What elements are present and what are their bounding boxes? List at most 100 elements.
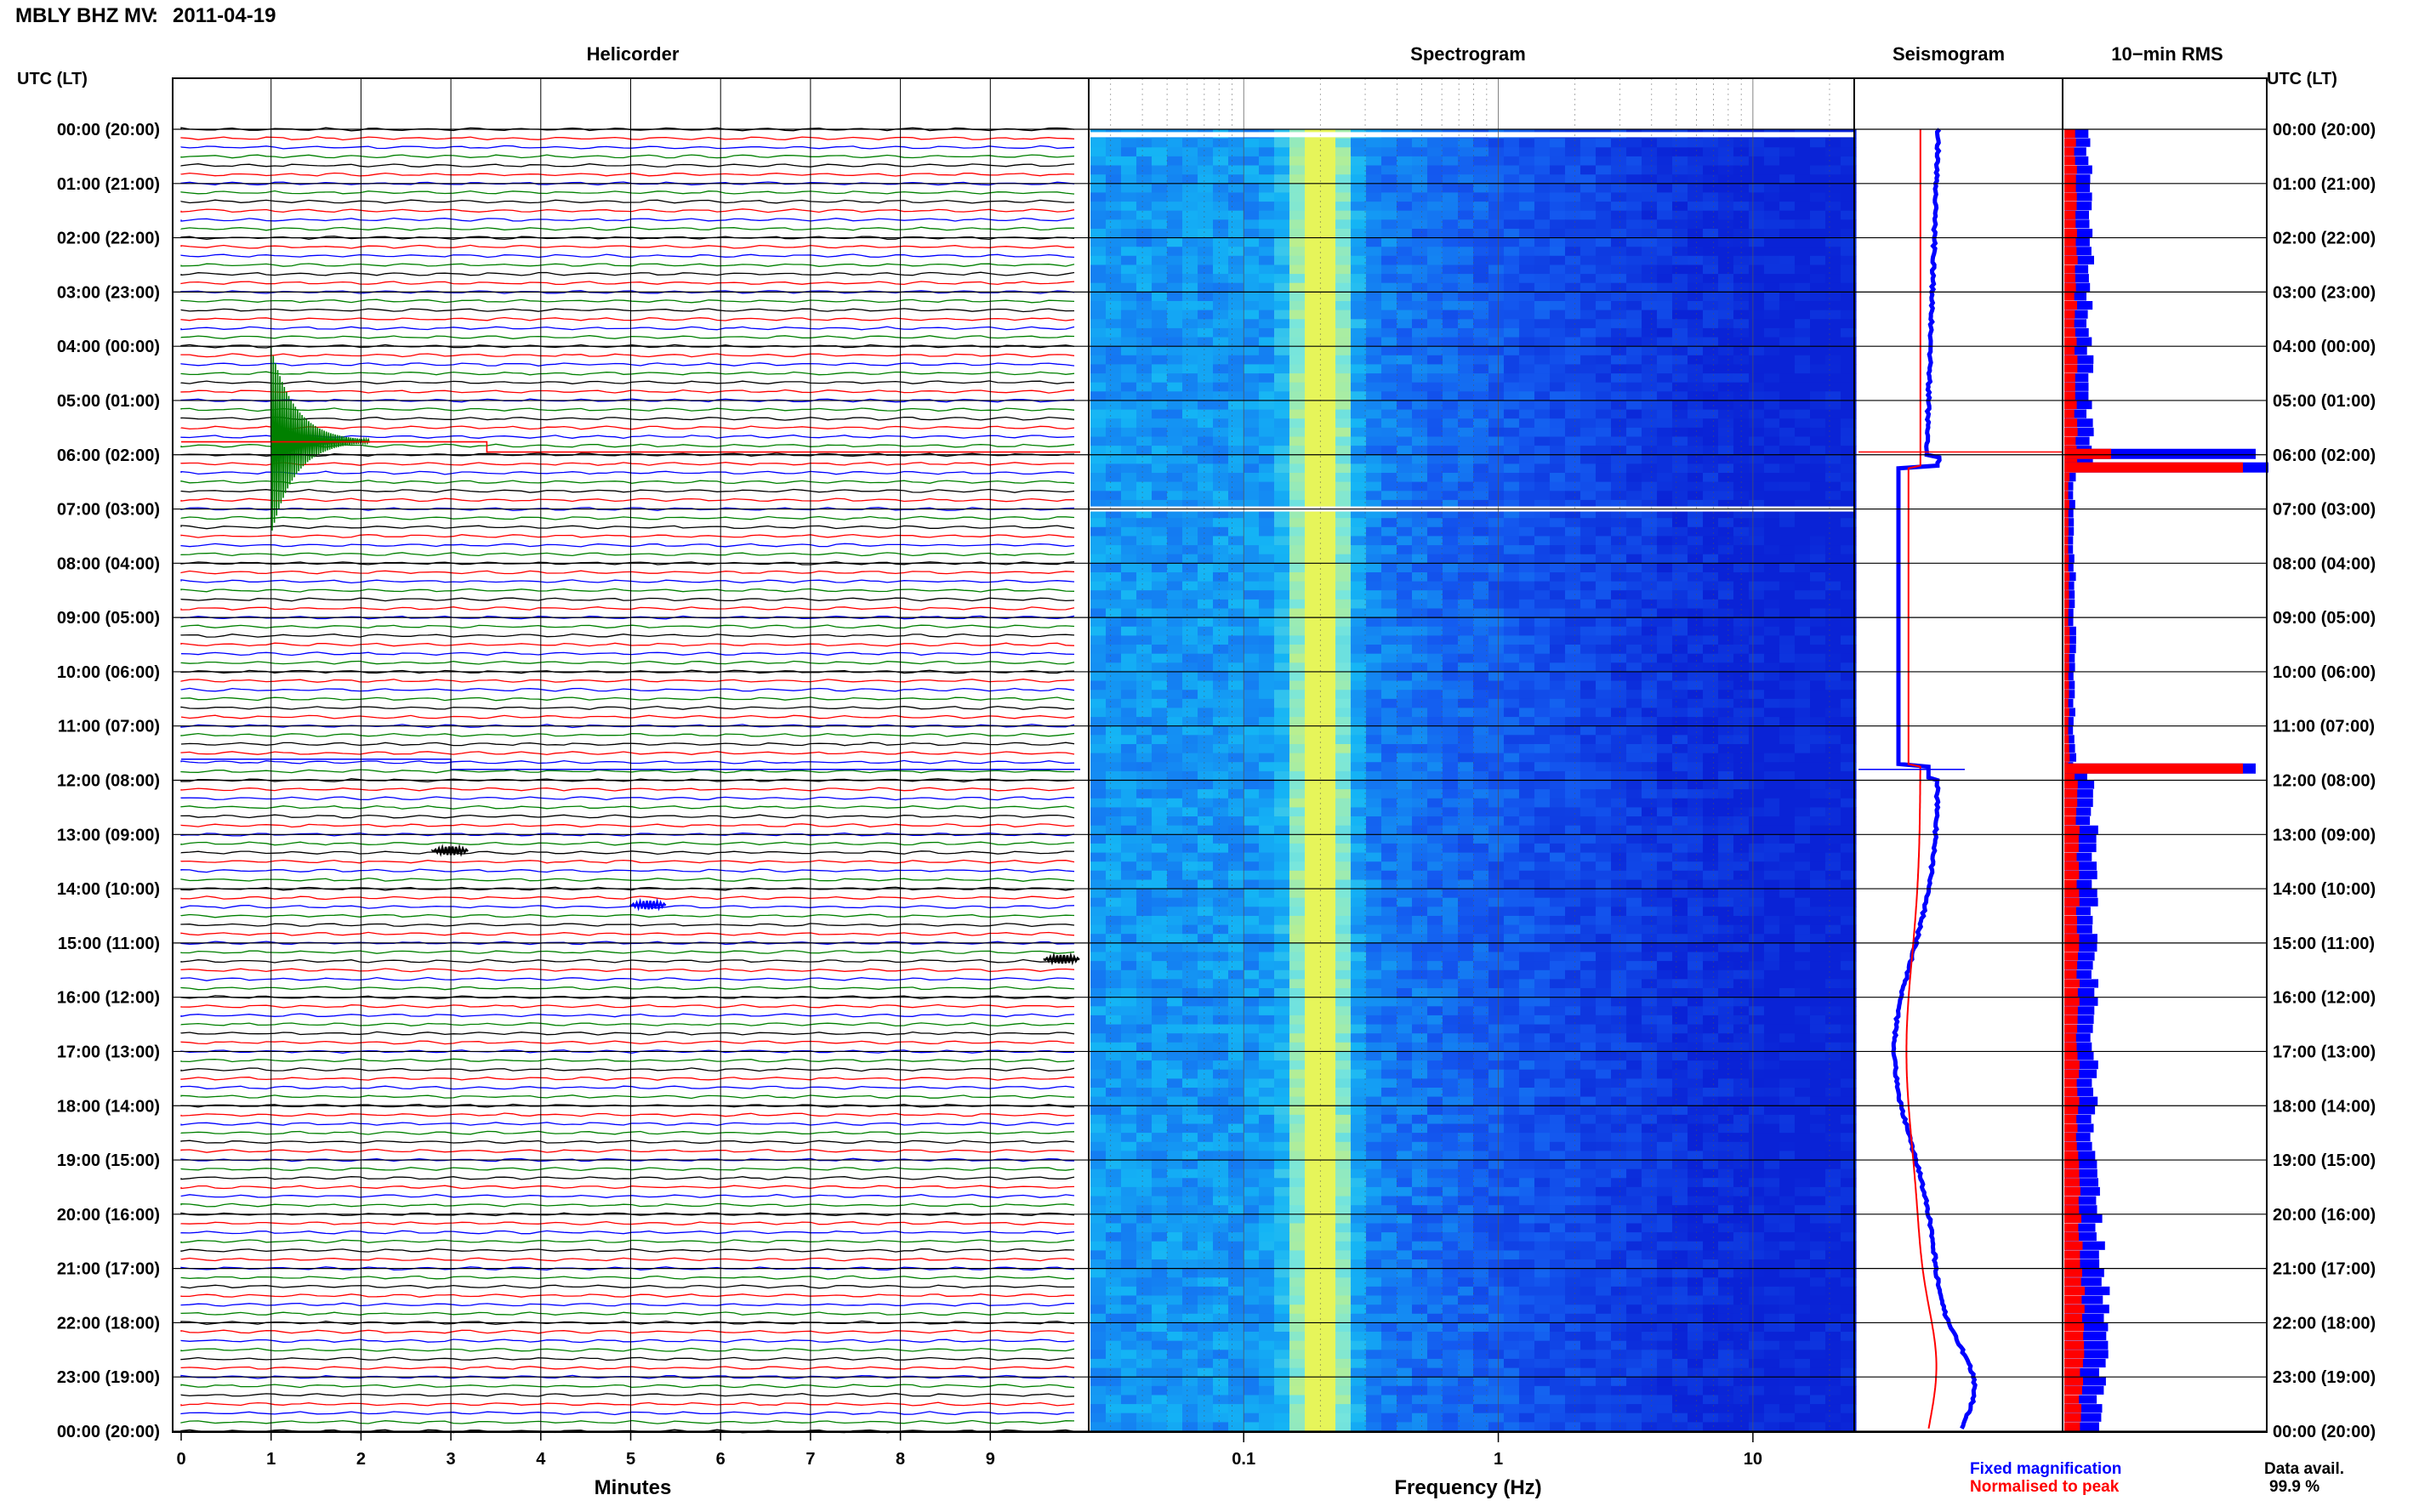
spectrogram-cell (1412, 698, 1428, 709)
spectrogram-cell (1611, 156, 1627, 167)
spectrogram-cell (1810, 671, 1826, 682)
spectrogram-cell (1795, 988, 1811, 998)
spectrogram-cell (1626, 282, 1642, 293)
spectrogram-cell (1841, 473, 1857, 483)
spectrogram-cell (1565, 581, 1581, 591)
spectrogram-cell (1305, 436, 1321, 446)
spectrogram-cell (1488, 708, 1505, 718)
spectrogram-cell (1596, 725, 1612, 736)
spectrogram-cell (1596, 653, 1612, 663)
spectrogram-cell (1152, 526, 1168, 537)
spectrogram-cell (1841, 310, 1857, 320)
spectrogram-cell (1488, 934, 1505, 944)
spectrogram-cell (1718, 481, 1734, 492)
spectrogram-cell (1443, 147, 1459, 157)
spectrogram-cell (1657, 816, 1673, 827)
spectrogram-cell (1182, 988, 1198, 998)
spectrogram-cell (1841, 192, 1857, 202)
spectrogram-cell (1565, 1015, 1581, 1026)
spectrogram-cell (1672, 319, 1688, 329)
spectrogram-cell (1825, 237, 1841, 247)
spectrogram-cell (1718, 924, 1734, 935)
spectrogram-cell (1779, 192, 1796, 202)
spectrogram-cell (1642, 645, 1658, 655)
spectrogram-cell (1688, 454, 1704, 465)
spectrogram-cell (1703, 319, 1719, 329)
spectrogram-cell (1458, 454, 1474, 465)
spectrogram-cell (1289, 364, 1306, 374)
spectrogram-cell (1550, 916, 1566, 926)
spectrogram-cell (1795, 907, 1811, 917)
spectrogram-cell (1749, 545, 1765, 555)
spectrogram-cell (1106, 247, 1122, 257)
spectrogram-cell (1718, 780, 1734, 790)
spectrogram-cell (1136, 401, 1153, 411)
spectrogram-cell (1749, 789, 1765, 799)
spectrogram-cell (1672, 401, 1688, 411)
spectrogram-cell (1244, 969, 1260, 981)
spectrogram-cell (1810, 255, 1826, 266)
spectrogram-cell (1733, 969, 1750, 981)
spectrogram-cell (1274, 1015, 1290, 1026)
spectrogram-cell (1274, 1024, 1290, 1034)
spectrogram-cell (1167, 626, 1183, 637)
spectrogram-cell (1626, 237, 1642, 247)
spectrogram-cell (1397, 391, 1413, 401)
spectrogram-cell (1795, 518, 1811, 528)
spectrogram-cell (1688, 436, 1704, 446)
spectrogram-cell (1565, 418, 1581, 429)
spectrogram-cell (1565, 708, 1581, 718)
spectrogram-cell (1504, 147, 1520, 157)
spectrogram-cell (1351, 907, 1367, 917)
spectrogram-cell (1213, 255, 1229, 266)
spectrogram-cell (1488, 1024, 1505, 1034)
spectrogram-cell (1381, 816, 1397, 827)
spectrogram-cell (1779, 879, 1796, 890)
spectrogram-cell (1626, 264, 1642, 275)
spectrogram-cell (1550, 988, 1566, 998)
spectrogram-cell (1228, 536, 1244, 546)
spectrogram-cell (1167, 708, 1183, 718)
spectrogram-cell (1228, 717, 1244, 727)
spectrogram-cell (1167, 662, 1183, 673)
spectrogram-cell (1106, 264, 1122, 275)
spectrogram-cell (1320, 581, 1336, 591)
spectrogram-cell (1642, 969, 1658, 981)
spectrogram-cell (1550, 463, 1566, 474)
spectrogram-cell (1366, 174, 1382, 185)
spectrogram-cell (1718, 590, 1734, 600)
spectrogram-cell (1733, 292, 1750, 302)
spectrogram-cell (1397, 1015, 1413, 1026)
spectrogram-cell (1152, 680, 1168, 691)
spectrogram-cell (1488, 192, 1505, 202)
spectrogram-cell (1550, 924, 1566, 935)
spectrogram-cell (1412, 463, 1428, 474)
spectrogram-cell (1121, 997, 1137, 1007)
spectrogram-cell (1841, 229, 1857, 239)
spectrogram-cell (1335, 229, 1352, 239)
spectrogram-cell (1519, 301, 1535, 311)
spectrogram-cell (1458, 418, 1474, 429)
spectrogram-cell (1259, 327, 1275, 338)
spectrogram-cell (1473, 897, 1489, 907)
spectrogram-cell (1136, 409, 1153, 419)
spectrogram-cell (1733, 418, 1750, 429)
spectrogram-cell (1198, 870, 1214, 881)
spectrogram-cell (1167, 310, 1183, 320)
spectrogram-cell (1335, 952, 1352, 962)
spectrogram-cell (1182, 680, 1198, 691)
spectrogram-cell (1335, 536, 1352, 546)
spectrogram-cell (1427, 635, 1443, 645)
spectrogram-cell (1198, 518, 1214, 528)
spectrogram-cell (1550, 401, 1566, 411)
spectrogram-cell (1519, 518, 1535, 528)
spectrogram-cell (1703, 690, 1719, 700)
spectrogram-cell (1565, 807, 1581, 817)
spectrogram-cell (1488, 671, 1505, 682)
spectrogram-cell (1335, 355, 1352, 366)
spectrogram-cell (1703, 499, 1719, 510)
spectrogram-cell (1305, 843, 1321, 854)
spectrogram-cell (1733, 327, 1750, 338)
spectrogram-cell (1795, 744, 1811, 754)
spectrogram-cell (1565, 979, 1581, 989)
